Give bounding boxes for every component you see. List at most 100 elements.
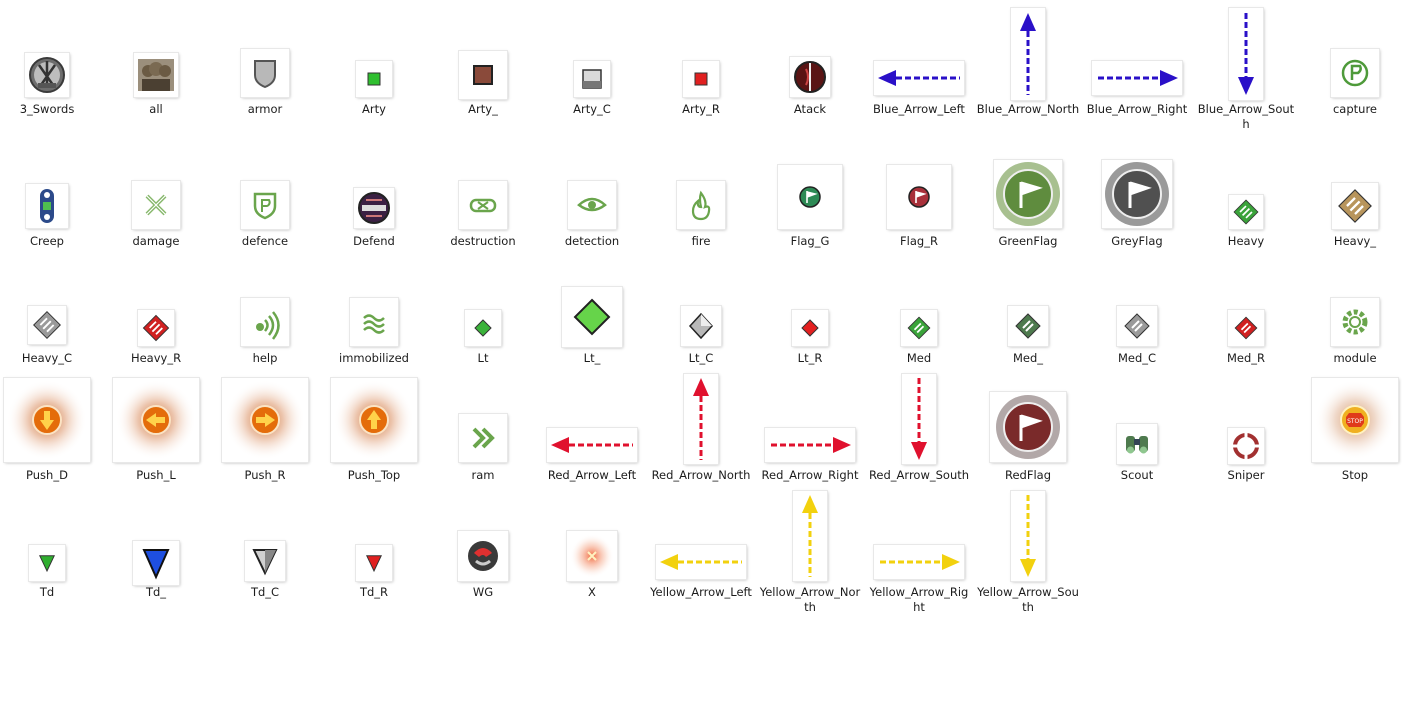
file-item[interactable]: Red_Arrow_North [647, 0, 756, 482]
file-item[interactable]: Lt_ [538, 0, 647, 365]
file-item[interactable]: Blue_Arrow_South [1192, 0, 1301, 131]
file-item[interactable]: Td [0, 0, 102, 599]
heavy-green-icon[interactable] [1229, 195, 1263, 229]
file-item[interactable]: Med_R [1192, 0, 1301, 365]
light-green-icon[interactable] [465, 310, 501, 346]
file-item[interactable]: Med [865, 0, 974, 365]
file-item[interactable]: Flag_R [865, 0, 974, 248]
file-item[interactable]: help [211, 0, 320, 365]
green-flag-icon[interactable] [994, 160, 1062, 228]
file-item[interactable]: Td_R [320, 0, 429, 599]
light-big-green-icon[interactable] [562, 287, 622, 347]
file-item[interactable]: Yellow_Arrow_South [974, 0, 1083, 614]
red-arrow-north-icon[interactable] [684, 374, 718, 464]
blue-arrow-south-icon[interactable] [1229, 8, 1263, 100]
grey-flag-icon[interactable] [1102, 160, 1172, 228]
file-item[interactable]: X [538, 0, 647, 599]
ram-chevrons-icon[interactable] [459, 414, 507, 462]
file-item[interactable]: Td_C [211, 0, 320, 599]
file-item[interactable]: Push_Top [320, 0, 429, 482]
red-square-icon[interactable] [683, 61, 719, 97]
file-item[interactable]: Push_R [211, 0, 320, 482]
yellow-arrow-left-icon[interactable] [656, 545, 746, 579]
file-item[interactable]: Defend [320, 0, 429, 248]
file-item[interactable]: Push_L [102, 0, 211, 482]
td-red-icon[interactable] [356, 545, 392, 581]
blue-arrow-right-icon[interactable] [1092, 61, 1182, 95]
file-item[interactable]: Yellow_Arrow_Left [647, 0, 756, 599]
red-flag-icon[interactable] [990, 392, 1066, 462]
grey-square-icon[interactable] [574, 61, 610, 97]
light-red-icon[interactable] [792, 310, 828, 346]
sniper-crosshair-icon[interactable] [1228, 428, 1264, 464]
medium-dark-icon[interactable] [1008, 306, 1048, 346]
file-item[interactable]: defence [211, 0, 320, 248]
blue-arrow-north-icon[interactable] [1011, 8, 1045, 100]
creep-icon[interactable] [26, 184, 68, 228]
gear-icon[interactable] [1331, 298, 1379, 346]
heavy-red-icon[interactable] [138, 310, 174, 346]
red-arrow-south-icon[interactable] [902, 374, 936, 464]
fire-icon[interactable] [677, 181, 725, 229]
td-grey-icon[interactable] [245, 541, 285, 581]
file-item[interactable]: Heavy [1192, 0, 1301, 248]
yellow-arrow-north-icon[interactable] [793, 491, 827, 581]
file-item[interactable]: Red_Arrow_Left [538, 0, 647, 482]
light-grey-icon[interactable] [681, 306, 721, 346]
file-item[interactable]: Red_Arrow_Right [756, 0, 865, 482]
file-item[interactable]: Yellow_Arrow_Right [865, 0, 974, 614]
red-arrow-right-icon[interactable] [765, 428, 855, 462]
file-item[interactable]: Lt [429, 0, 538, 365]
file-item[interactable]: damage [102, 0, 211, 248]
immobilized-icon[interactable] [350, 298, 398, 346]
file-item[interactable]: STOP Stop [1301, 0, 1402, 482]
file-item[interactable]: Scout [1083, 0, 1192, 482]
file-item[interactable]: Red_Arrow_South [865, 0, 974, 482]
file-item[interactable]: Med_C [1083, 0, 1192, 365]
file-item[interactable]: RedFlag [974, 0, 1083, 482]
file-item[interactable]: Lt_R [756, 0, 865, 365]
push-left-icon[interactable] [113, 378, 199, 462]
file-item[interactable]: Td_ [102, 0, 211, 599]
stop-sign-icon[interactable]: STOP [1312, 378, 1398, 462]
file-item[interactable]: Flag_G [756, 0, 865, 248]
brown-square-icon[interactable] [459, 51, 507, 99]
heavy-grey-icon[interactable] [28, 306, 66, 344]
file-item[interactable]: WG [429, 0, 538, 599]
file-item[interactable]: armor [211, 0, 320, 116]
file-item[interactable]: detection [538, 0, 647, 248]
file-item[interactable]: Push_D [0, 0, 102, 482]
defend-icon[interactable] [354, 188, 394, 228]
file-item[interactable]: Heavy_R [102, 0, 211, 365]
medium-grey-icon[interactable] [1117, 306, 1157, 346]
file-item[interactable]: Heavy_ [1301, 0, 1402, 248]
file-item[interactable]: Arty_R [647, 0, 756, 116]
file-item[interactable]: all [102, 0, 211, 116]
push-right-icon[interactable] [222, 378, 308, 462]
green-square-icon[interactable] [356, 61, 392, 97]
flag-red-icon[interactable] [887, 165, 951, 229]
help-signal-icon[interactable] [241, 298, 289, 346]
blue-arrow-left-icon[interactable] [874, 61, 964, 95]
file-item[interactable]: Atack [756, 0, 865, 116]
file-item[interactable]: Blue_Arrow_Right [1083, 0, 1192, 116]
file-item[interactable]: destruction [429, 0, 538, 248]
file-item[interactable]: immobilized [320, 0, 429, 365]
yellow-arrow-right-icon[interactable] [874, 545, 964, 579]
red-arrow-left-icon[interactable] [547, 428, 637, 462]
eye-icon[interactable] [568, 181, 616, 229]
file-item[interactable]: Arty_ [429, 0, 538, 116]
damage-icon[interactable] [132, 181, 180, 229]
td-blue-icon[interactable] [133, 541, 179, 585]
attack-icon[interactable] [790, 57, 830, 97]
file-item[interactable]: module [1301, 0, 1402, 365]
file-item[interactable]: Blue_Arrow_North [974, 0, 1083, 116]
file-item[interactable]: 3_Swords [0, 0, 102, 116]
file-item[interactable]: capture [1301, 0, 1402, 116]
file-item[interactable]: Heavy_C [0, 0, 102, 365]
file-item[interactable]: GreenFlag [974, 0, 1083, 248]
file-item[interactable]: GreyFlag [1083, 0, 1192, 248]
file-item[interactable]: Sniper [1192, 0, 1301, 482]
file-item[interactable]: ram [429, 0, 538, 482]
flag-green-icon[interactable] [778, 165, 842, 229]
